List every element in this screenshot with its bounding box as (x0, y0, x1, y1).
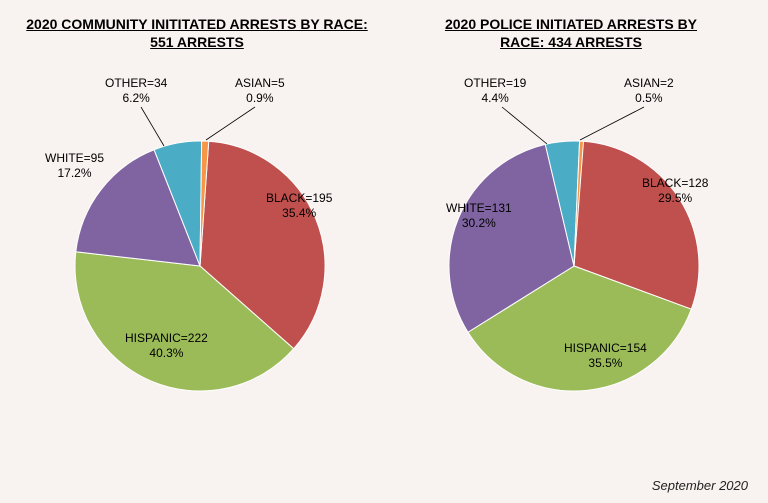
pie-police-wrap: BLACK=12829.5% HISPANIC=15435.5% WHITE=131… (384, 51, 758, 463)
slice-label-name: WHITE=131 (446, 201, 512, 215)
slice-label-pct: 35.5% (564, 356, 647, 370)
slice-label-asian: ASIAN=20.5% (624, 76, 674, 105)
slice-label-other: OTHER=346.2% (105, 76, 167, 105)
slice-label-pct: 0.9% (235, 91, 285, 105)
chart-title-police: 2020 POLICE INITIATED ARRESTS BY RACE: 4… (445, 15, 697, 51)
title-line2: RACE: 434 ARRESTS (445, 33, 697, 51)
pie-chart (10, 51, 390, 471)
slice-label-name: HISPANIC=222 (125, 331, 208, 345)
chart-community: 2020 COMMUNITY INITITATED ARRESTS BY RAC… (10, 10, 384, 463)
charts-row: 2020 COMMUNITY INITITATED ARRESTS BY RAC… (0, 0, 768, 503)
slice-label-black: BLACK=12829.5% (642, 176, 708, 205)
chart-police: 2020 POLICE INITIATED ARRESTS BY RACE: 4… (384, 10, 758, 463)
slice-label-pct: 17.2% (45, 166, 104, 180)
slice-label-name: ASIAN=5 (235, 76, 285, 90)
slice-label-pct: 6.2% (105, 91, 167, 105)
slice-label-black: BLACK=19535.4% (266, 191, 332, 220)
slice-label-asian: ASIAN=50.9% (235, 76, 285, 105)
slice-label-pct: 40.3% (125, 346, 208, 360)
slice-label-white: WHITE=13130.2% (446, 201, 512, 230)
slice-label-white: WHITE=9517.2% (45, 151, 104, 180)
slice-label-hispanic: HISPANIC=15435.5% (564, 341, 647, 370)
pie-chart (384, 51, 764, 471)
chart-title-community: 2020 COMMUNITY INITITATED ARRESTS BY RAC… (26, 15, 367, 51)
slice-label-other: OTHER=194.4% (464, 76, 526, 105)
title-line1: 2020 COMMUNITY INITITATED ARRESTS BY RAC… (26, 16, 367, 32)
slice-label-pct: 0.5% (624, 91, 674, 105)
slice-label-name: HISPANIC=154 (564, 341, 647, 355)
leader-line-asian (206, 107, 255, 140)
slice-label-name: WHITE=95 (45, 151, 104, 165)
slice-label-hispanic: HISPANIC=22240.3% (125, 331, 208, 360)
leader-line-other (502, 107, 547, 144)
pie-community-wrap: BLACK=19535.4% HISPANIC=22240.3% WHITE=951… (10, 51, 384, 463)
title-line1: 2020 POLICE INITIATED ARRESTS BY (445, 16, 697, 32)
slice-label-pct: 29.5% (642, 191, 708, 205)
slice-label-pct: 30.2% (446, 216, 512, 230)
footer-date: September 2020 (652, 478, 748, 493)
title-line2: 551 ARRESTS (26, 33, 367, 51)
slice-label-name: BLACK=128 (642, 176, 708, 190)
slice-label-name: OTHER=34 (105, 76, 167, 90)
leader-line-other (141, 107, 164, 146)
slice-label-name: ASIAN=2 (624, 76, 674, 90)
slice-label-name: OTHER=19 (464, 76, 526, 90)
slice-label-pct: 4.4% (464, 91, 526, 105)
leader-line-asian (580, 107, 644, 140)
slice-label-name: BLACK=195 (266, 191, 332, 205)
slice-label-pct: 35.4% (266, 206, 332, 220)
